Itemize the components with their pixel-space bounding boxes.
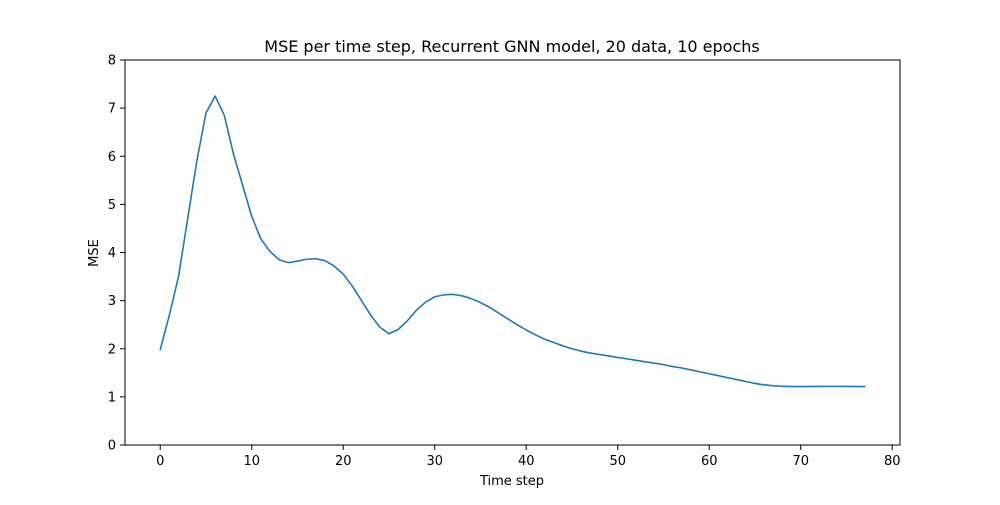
series-line bbox=[159, 95, 866, 388]
y-tick-label: 3 bbox=[108, 294, 116, 309]
plot-area-frame bbox=[124, 59, 901, 446]
chart-title: MSE per time step, Recurrent GNN model, … bbox=[264, 37, 759, 56]
y-tick-label: 4 bbox=[108, 246, 116, 261]
y-tick-label: 1 bbox=[108, 390, 116, 405]
y-axis-ticks: 0 1 2 3 4 5 6 7 8 bbox=[108, 54, 125, 454]
y-tick-label: 2 bbox=[108, 342, 116, 357]
y-tick-label: 6 bbox=[108, 150, 116, 165]
x-axis-label: Time step bbox=[479, 474, 544, 489]
y-tick-label: 7 bbox=[108, 102, 116, 117]
x-tick-label: 0 bbox=[156, 454, 164, 469]
x-tick-label: 60 bbox=[701, 454, 718, 469]
x-axis-ticks: 0 10 20 30 40 50 60 70 80 bbox=[156, 445, 900, 469]
y-axis-label: MSE bbox=[87, 239, 102, 267]
x-tick-label: 30 bbox=[426, 454, 443, 469]
x-tick-label: 40 bbox=[518, 454, 535, 469]
y-tick-label: 0 bbox=[108, 439, 116, 454]
series-layer bbox=[159, 95, 866, 388]
x-tick-label: 80 bbox=[884, 454, 901, 469]
y-tick-label: 8 bbox=[108, 54, 116, 69]
x-tick-label: 50 bbox=[609, 454, 626, 469]
y-tick-label: 5 bbox=[108, 198, 116, 213]
x-tick-label: 20 bbox=[335, 454, 352, 469]
x-tick-label: 70 bbox=[792, 454, 809, 469]
x-tick-label: 10 bbox=[243, 454, 260, 469]
